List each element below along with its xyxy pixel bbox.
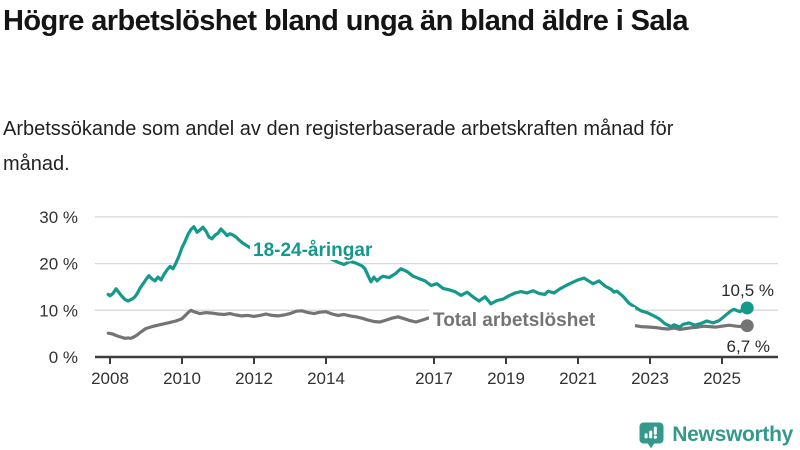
- x-axis-tick-label: 2012: [235, 369, 273, 388]
- x-axis-tick-label: 2025: [703, 369, 741, 388]
- unemployment-line-chart: 0 % 10 % 20 % 30 % 2008 2010 2012 2014 2017 2019 2…: [39, 208, 778, 388]
- series-end-value-label: 6,7 %: [727, 337, 770, 356]
- series-label-total: Total arbetslöshet: [433, 310, 596, 331]
- y-axis-tick-label: 10 %: [39, 301, 78, 320]
- series-label-bg: [250, 239, 394, 260]
- newsworthy-wordmark: Newsworthy: [672, 423, 793, 446]
- series-end-value-label: 10,5 %: [721, 281, 774, 300]
- series-line-total: [106, 308, 749, 340]
- newsworthy-logo: Newsworthy: [639, 420, 793, 450]
- chart-subtitle: Arbetssökande som andel av den registerb…: [3, 118, 674, 175]
- y-axis-tick-label: 0 %: [49, 348, 78, 367]
- x-axis-tick-label: 2019: [487, 369, 525, 388]
- series-label-bg: [429, 307, 635, 329]
- y-axis-tick-label: 20 %: [39, 255, 78, 274]
- newsworthy-badge-icon: [639, 422, 664, 448]
- x-axis-tick-label: 2017: [415, 369, 453, 388]
- page-title: Högre arbetslöshet bland unga än bland ä…: [3, 5, 688, 37]
- y-axis-tick-label: 30 %: [39, 208, 78, 227]
- x-axis-tick-label: 2008: [91, 369, 129, 388]
- series-line-young: [106, 225, 749, 329]
- x-axis-tick-label: 2023: [631, 369, 669, 388]
- x-axis-tick-label: 2021: [559, 369, 597, 388]
- series-end-dot: [740, 319, 754, 333]
- x-axis-tick-label: 2014: [307, 369, 345, 388]
- series-label-young: 18-24-åringar: [253, 240, 373, 261]
- series-end-dot: [740, 301, 754, 315]
- x-axis-tick-label: 2010: [163, 369, 201, 388]
